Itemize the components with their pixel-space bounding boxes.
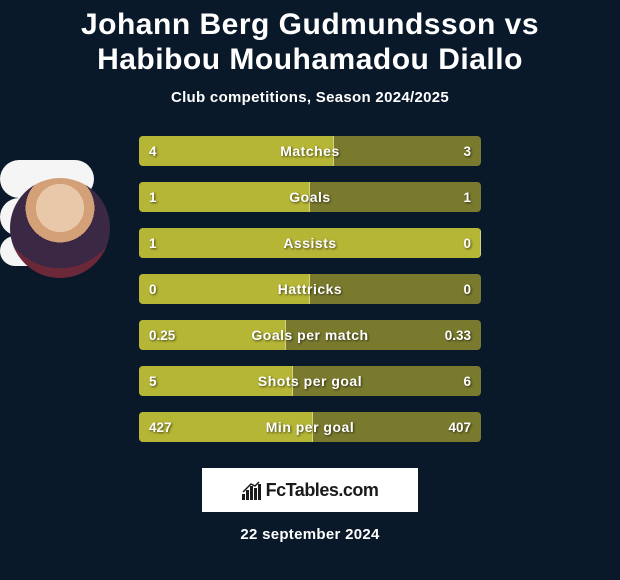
bar-value-right: 0	[463, 282, 471, 297]
player-left-placeholder	[0, 236, 94, 266]
stat-bars: 4Matches31Goals11Assists00Hattricks00.25…	[139, 136, 481, 442]
subtitle: Club competitions, Season 2024/2025	[0, 89, 620, 106]
player-right-placeholder-1	[0, 160, 94, 198]
stat-bar: 1Assists0	[139, 228, 481, 258]
bar-label: Matches	[139, 143, 481, 159]
player-right-placeholder-2	[0, 198, 100, 236]
bar-value-right: 407	[448, 420, 471, 435]
bar-value-right: 0.33	[445, 328, 471, 343]
bar-label: Hattricks	[139, 281, 481, 297]
bar-label: Shots per goal	[139, 373, 481, 389]
player-left-avatar	[10, 178, 110, 278]
fctables-icon	[242, 480, 262, 500]
stat-bar: 5Shots per goal6	[139, 366, 481, 396]
bar-value-right: 6	[463, 374, 471, 389]
logo-text: FcTables.com	[266, 480, 379, 501]
page-title: Johann Berg Gudmundsson vs Habibou Mouha…	[0, 0, 620, 77]
date-text: 22 september 2024	[0, 526, 620, 543]
stat-bar: 427Min per goal407	[139, 412, 481, 442]
bar-label: Min per goal	[139, 419, 481, 435]
stat-bar: 0Hattricks0	[139, 274, 481, 304]
bar-label: Goals per match	[139, 327, 481, 343]
bar-value-right: 1	[463, 190, 471, 205]
stat-bar: 4Matches3	[139, 136, 481, 166]
stat-bar: 0.25Goals per match0.33	[139, 320, 481, 350]
stat-bar: 1Goals1	[139, 182, 481, 212]
bar-label: Goals	[139, 189, 481, 205]
bar-label: Assists	[139, 235, 481, 251]
bar-value-right: 3	[463, 144, 471, 159]
bar-value-right: 0	[463, 236, 471, 251]
logo-box: FcTables.com	[202, 468, 418, 512]
